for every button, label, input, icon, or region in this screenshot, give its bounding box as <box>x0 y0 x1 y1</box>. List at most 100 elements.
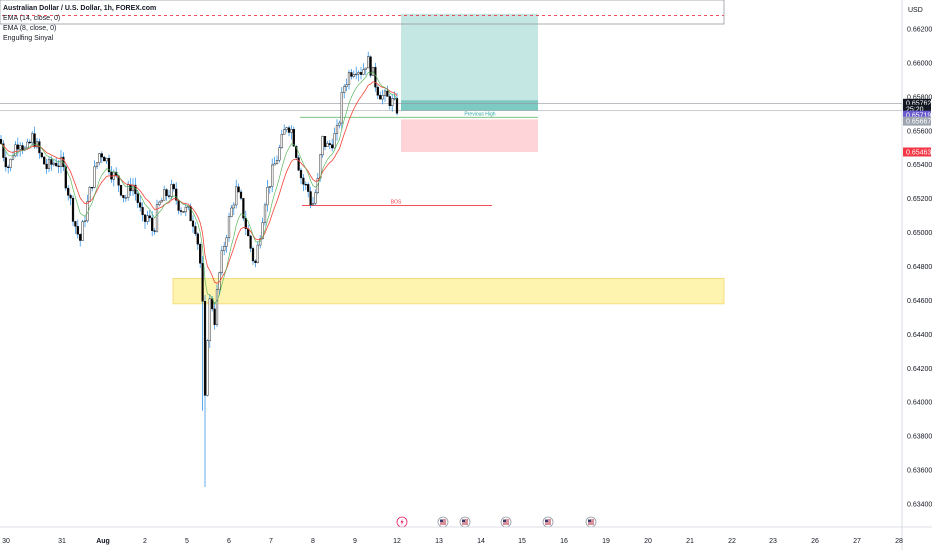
candle-body <box>227 216 231 239</box>
symbol-title[interactable]: Australian Dollar / U.S. Dollar, 1h, FOR… <box>3 5 157 12</box>
flag-stripe-white <box>462 522 468 524</box>
event-markers[interactable] <box>396 516 597 528</box>
candle-body <box>208 298 211 341</box>
candle-body <box>391 98 394 107</box>
candle-body <box>55 162 58 167</box>
price-tick-label: 0.66200 <box>907 27 932 34</box>
price-label-box <box>903 147 931 157</box>
candle-body <box>268 186 271 188</box>
bos-label: BOS <box>391 199 402 205</box>
time-tick-label: 20 <box>644 538 652 545</box>
candle-body <box>395 98 399 114</box>
price-tick-label: 0.65800 <box>907 94 932 101</box>
event-flag-icon[interactable] <box>585 516 597 528</box>
event-flag-icon[interactable] <box>500 516 512 528</box>
candle-body <box>47 159 51 169</box>
event-flag-icon[interactable] <box>437 516 449 528</box>
candle-body <box>28 141 31 144</box>
candle-body <box>335 125 339 134</box>
time-tick-label: 28 <box>895 538 903 545</box>
price-tick-label: 0.64400 <box>907 332 932 339</box>
candle-body <box>292 129 295 147</box>
candle-body <box>302 177 305 185</box>
event-lightning-icon[interactable] <box>396 516 408 528</box>
candle-body <box>33 133 36 148</box>
candle-body <box>230 207 233 217</box>
candle-body <box>43 156 46 165</box>
candle-body <box>285 127 288 130</box>
candle-body <box>321 135 324 156</box>
candle-body <box>141 207 144 216</box>
ema-layer <box>0 71 398 305</box>
candle-body <box>45 163 48 169</box>
candle-body <box>225 237 228 247</box>
candle-body <box>74 221 77 227</box>
time-tick-label: 13 <box>435 538 443 545</box>
price-label-text: 0.65667 <box>906 118 931 125</box>
candle-body <box>119 185 123 196</box>
candle-body <box>345 84 348 87</box>
candle-body <box>355 73 358 76</box>
indicator-engulfing[interactable]: Engulfing Sinyal <box>3 35 54 42</box>
candle-body <box>127 184 130 198</box>
candle-body <box>172 184 175 190</box>
candle-body <box>323 135 327 148</box>
candle-body <box>50 159 53 165</box>
candle-body <box>295 146 298 158</box>
legend-frame <box>0 0 725 25</box>
price-label-box <box>903 98 931 108</box>
time-tick-label: 16 <box>560 538 568 545</box>
price-tick-label: 0.64200 <box>907 366 932 373</box>
candle-body <box>182 211 185 213</box>
time-tick-label: 9 <box>353 538 357 545</box>
candle-body <box>83 220 87 222</box>
candle-body <box>93 166 96 188</box>
flag-canton <box>503 519 506 523</box>
candle-body <box>326 143 329 148</box>
candle-body <box>261 222 264 240</box>
candle-body <box>124 197 127 199</box>
price-label-box <box>903 110 931 120</box>
candle-body <box>19 145 22 150</box>
event-flag-icon[interactable] <box>542 516 554 528</box>
candle-body <box>163 189 166 201</box>
candle-body <box>110 171 113 180</box>
target-zone <box>401 13 538 111</box>
candle-body <box>67 187 70 196</box>
candle-body <box>95 162 99 167</box>
candle-body <box>328 143 331 145</box>
candle-body <box>103 156 106 162</box>
zones-layer <box>172 13 725 305</box>
candle-body <box>242 198 245 219</box>
candle-body <box>40 152 43 158</box>
candle-body <box>263 204 267 223</box>
indicator-ema14[interactable]: EMA (14, close, 0) <box>3 15 61 22</box>
candle-body <box>2 143 5 158</box>
candle-body <box>7 166 10 168</box>
ema14-line <box>0 81 398 284</box>
candle-body <box>386 90 389 97</box>
candle-body <box>275 159 279 165</box>
flag-stripe-white <box>440 522 446 524</box>
price-axis[interactable]: USD 0.66200 0.66000 0.65800 0.65600 0.65400 0.… <box>901 0 932 550</box>
candle-body <box>393 98 396 100</box>
candle-body <box>278 147 281 161</box>
candle-body <box>88 187 91 202</box>
candle-body <box>347 72 351 85</box>
price-tick-label: 0.64800 <box>907 264 932 271</box>
candle-body <box>254 260 257 263</box>
candle-body <box>215 289 219 325</box>
indicator-ema8[interactable]: EMA (8, close, 0) <box>3 25 57 32</box>
candle-body <box>287 127 291 133</box>
candle-body <box>16 144 19 150</box>
price-tick-label: 0.66000 <box>907 60 932 67</box>
candle-body <box>57 165 60 167</box>
candle-body <box>266 187 269 206</box>
time-axis[interactable]: 30 31 Aug 2 5 6 7 8 9 12 13 14 15 16 19 20 21 22 23 26 27 28 <box>0 526 932 545</box>
candle-body <box>76 226 79 235</box>
time-tick-label: 30 <box>2 538 10 545</box>
candle-body <box>100 153 103 158</box>
event-flag-icon[interactable] <box>459 516 471 528</box>
candle-body <box>98 153 101 163</box>
